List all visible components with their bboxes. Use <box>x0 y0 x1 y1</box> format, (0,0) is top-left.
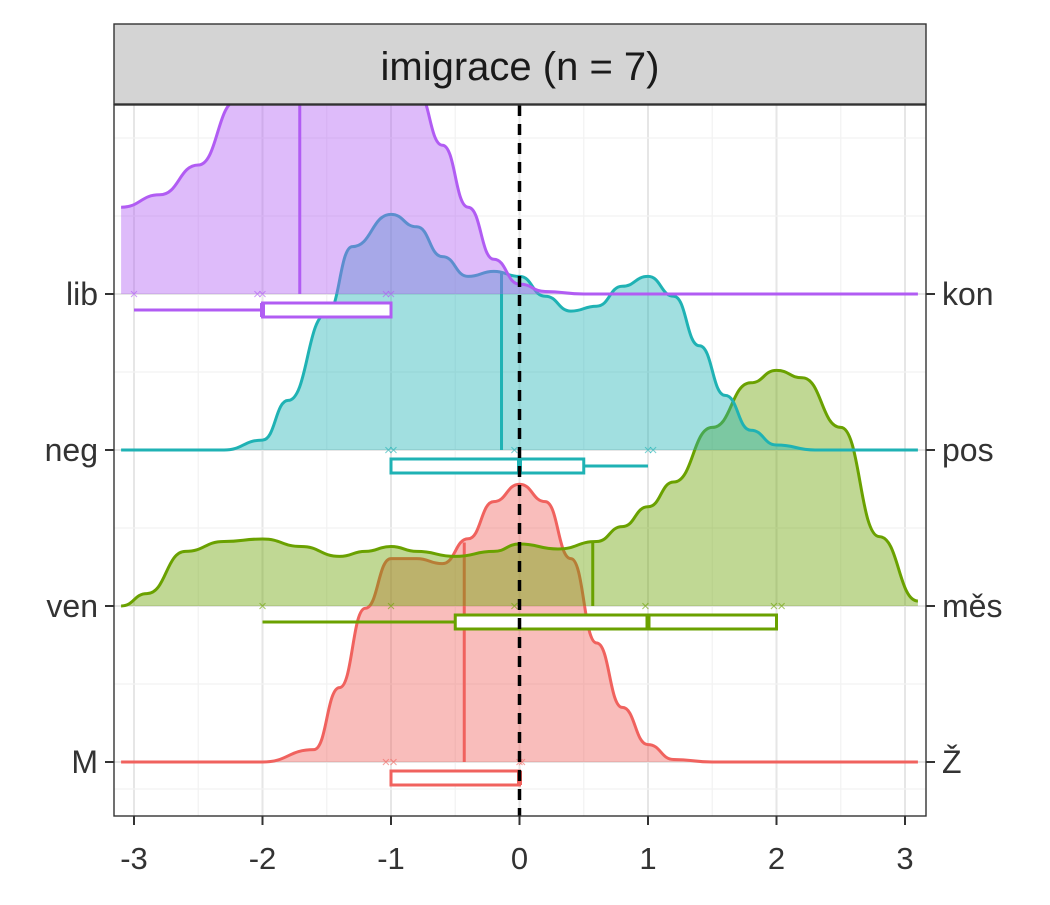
data-point: × <box>777 598 786 615</box>
data-point: × <box>770 598 779 615</box>
density-line <box>121 482 918 764</box>
x-tick-label: 3 <box>896 841 913 876</box>
ridge-series-ven: × × × × ×× <box>120 368 919 631</box>
y-label-left: neg <box>45 432 98 468</box>
data-point: × <box>381 286 390 303</box>
data-point: × <box>510 598 519 615</box>
data-point: × <box>258 598 267 615</box>
density-area <box>121 370 918 606</box>
data-point: × <box>130 286 139 303</box>
data-point: × <box>389 442 398 459</box>
data-point: × <box>641 598 650 615</box>
y-label-right: Ž <box>942 744 962 780</box>
data-point: × <box>381 754 390 771</box>
data-point: × <box>387 286 396 303</box>
x-tick-label: -3 <box>120 841 148 876</box>
y-label-right: pos <box>942 432 994 468</box>
y-label-right: kon <box>942 276 994 312</box>
x-tick-label: 1 <box>639 841 656 876</box>
x-tick-label: 2 <box>768 841 785 876</box>
box-iqr <box>389 457 586 475</box>
box-iqr <box>453 613 778 631</box>
data-point: × <box>253 286 262 303</box>
x-tick-label: 0 <box>511 841 528 876</box>
y-label-left: lib <box>66 276 98 312</box>
chart-title: imigrace (n = 7) <box>381 45 660 89</box>
data-point: × <box>384 442 393 459</box>
data-point: × <box>649 442 658 459</box>
data-point: × <box>515 754 524 771</box>
data-point: × <box>510 442 519 459</box>
x-tick-label: -1 <box>377 841 405 876</box>
y-label-left: M <box>71 744 98 780</box>
data-point: × <box>389 754 398 771</box>
density-line <box>120 368 919 608</box>
box-iqr <box>261 301 393 319</box>
data-point: × <box>518 754 527 771</box>
data-point: × <box>644 442 653 459</box>
ridge-series-neg: ×× × ×× <box>121 212 918 475</box>
y-label-right: měs <box>942 588 1002 624</box>
x-tick-label: -2 <box>249 841 277 876</box>
density-area <box>121 65 918 294</box>
y-label-left: ven <box>46 588 98 624</box>
data-point: × <box>258 286 267 303</box>
strip-background <box>113 23 927 105</box>
density-line <box>121 212 918 452</box>
data-point: × <box>387 598 396 615</box>
box-iqr <box>389 769 521 787</box>
